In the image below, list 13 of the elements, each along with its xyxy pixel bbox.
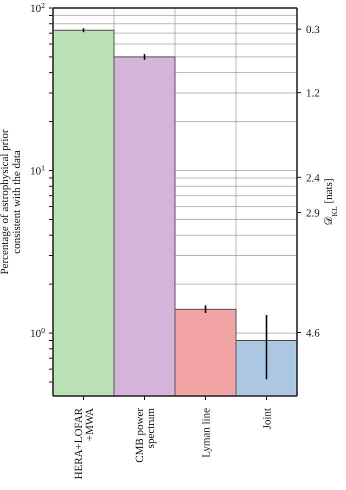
y2-tick-label: 4.6 — [306, 328, 320, 340]
x-tick-label: Lyman line — [200, 408, 212, 458]
y-tick-label: 10$^{0}$ — [30, 326, 46, 340]
x-tick-label: HERA+LOFAR +MWA — [73, 407, 96, 480]
y-tick-label: 10$^{2}$ — [30, 0, 46, 15]
x-tick-label: Joint — [262, 408, 274, 430]
y-tick-label: 10$^{1}$ — [30, 163, 46, 178]
y2-tick-label: 0.3 — [306, 24, 320, 36]
y2-tick-label: 1.2 — [306, 88, 320, 100]
y2-tick-label: 2.9 — [306, 208, 320, 220]
y2-tick-label: 2.4 — [306, 172, 320, 184]
y-axis-title: Percentage of astrophysical prior consistent with the data — [0, 129, 23, 275]
x-tick-label: CMB power spectrum — [134, 408, 157, 463]
